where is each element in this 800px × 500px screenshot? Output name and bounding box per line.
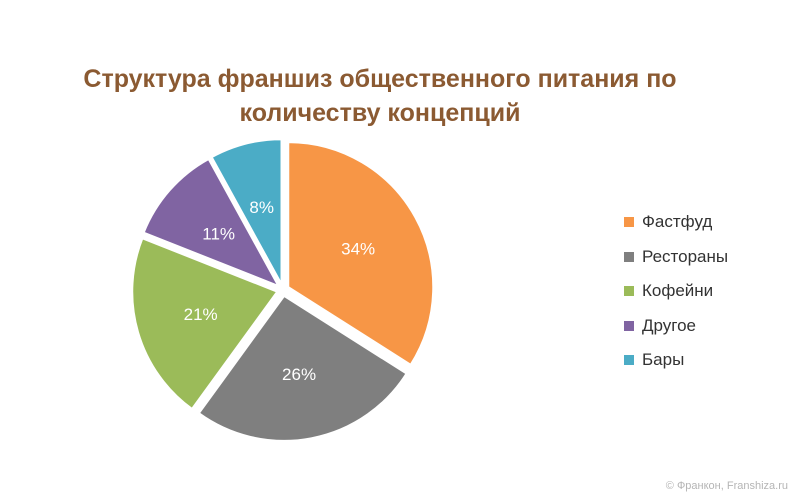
- legend-swatch: [624, 355, 634, 366]
- legend-swatch: [624, 320, 634, 331]
- pie-slice-3: [131, 236, 279, 411]
- pie-slice-4: [142, 157, 281, 288]
- legend-item-2: Рестораны: [624, 240, 728, 275]
- pie-slice-5: [210, 138, 283, 285]
- legend-label: Бары: [642, 350, 685, 370]
- chart-title: Структура франшиз общественного питания …: [30, 62, 730, 130]
- watermark: © Франкон, Franshiza.ru: [665, 480, 788, 492]
- legend-item-1: Фастфуд: [624, 205, 728, 240]
- chart-title-line-2: количеству концепций: [239, 99, 521, 127]
- data-label-4: 11%: [202, 224, 235, 243]
- data-label-2: 26%: [282, 365, 316, 384]
- legend-swatch: [624, 286, 634, 297]
- data-label-3: 21%: [184, 305, 218, 324]
- legend-item-3: Кофейни: [624, 274, 728, 309]
- data-label-5: 8%: [249, 198, 274, 217]
- chart-title-line-1: Структура франшиз общественного питания …: [83, 65, 677, 93]
- pie-slice-2: [197, 294, 408, 442]
- data-label-1: 34%: [341, 240, 375, 259]
- legend-swatch: [624, 217, 634, 228]
- legend-item-5: Бары: [624, 343, 728, 378]
- legend-label: Другое: [642, 315, 697, 335]
- legend-label: Фастфуд: [642, 212, 713, 232]
- pie-slice-1: [287, 141, 435, 367]
- legend-item-4: Другое: [624, 309, 728, 344]
- legend-label: Рестораны: [642, 246, 729, 266]
- chart-legend: Фастфуд Рестораны Кофейни Другое Бары: [624, 205, 728, 378]
- legend-swatch: [624, 251, 634, 262]
- legend-label: Кофейни: [642, 281, 714, 301]
